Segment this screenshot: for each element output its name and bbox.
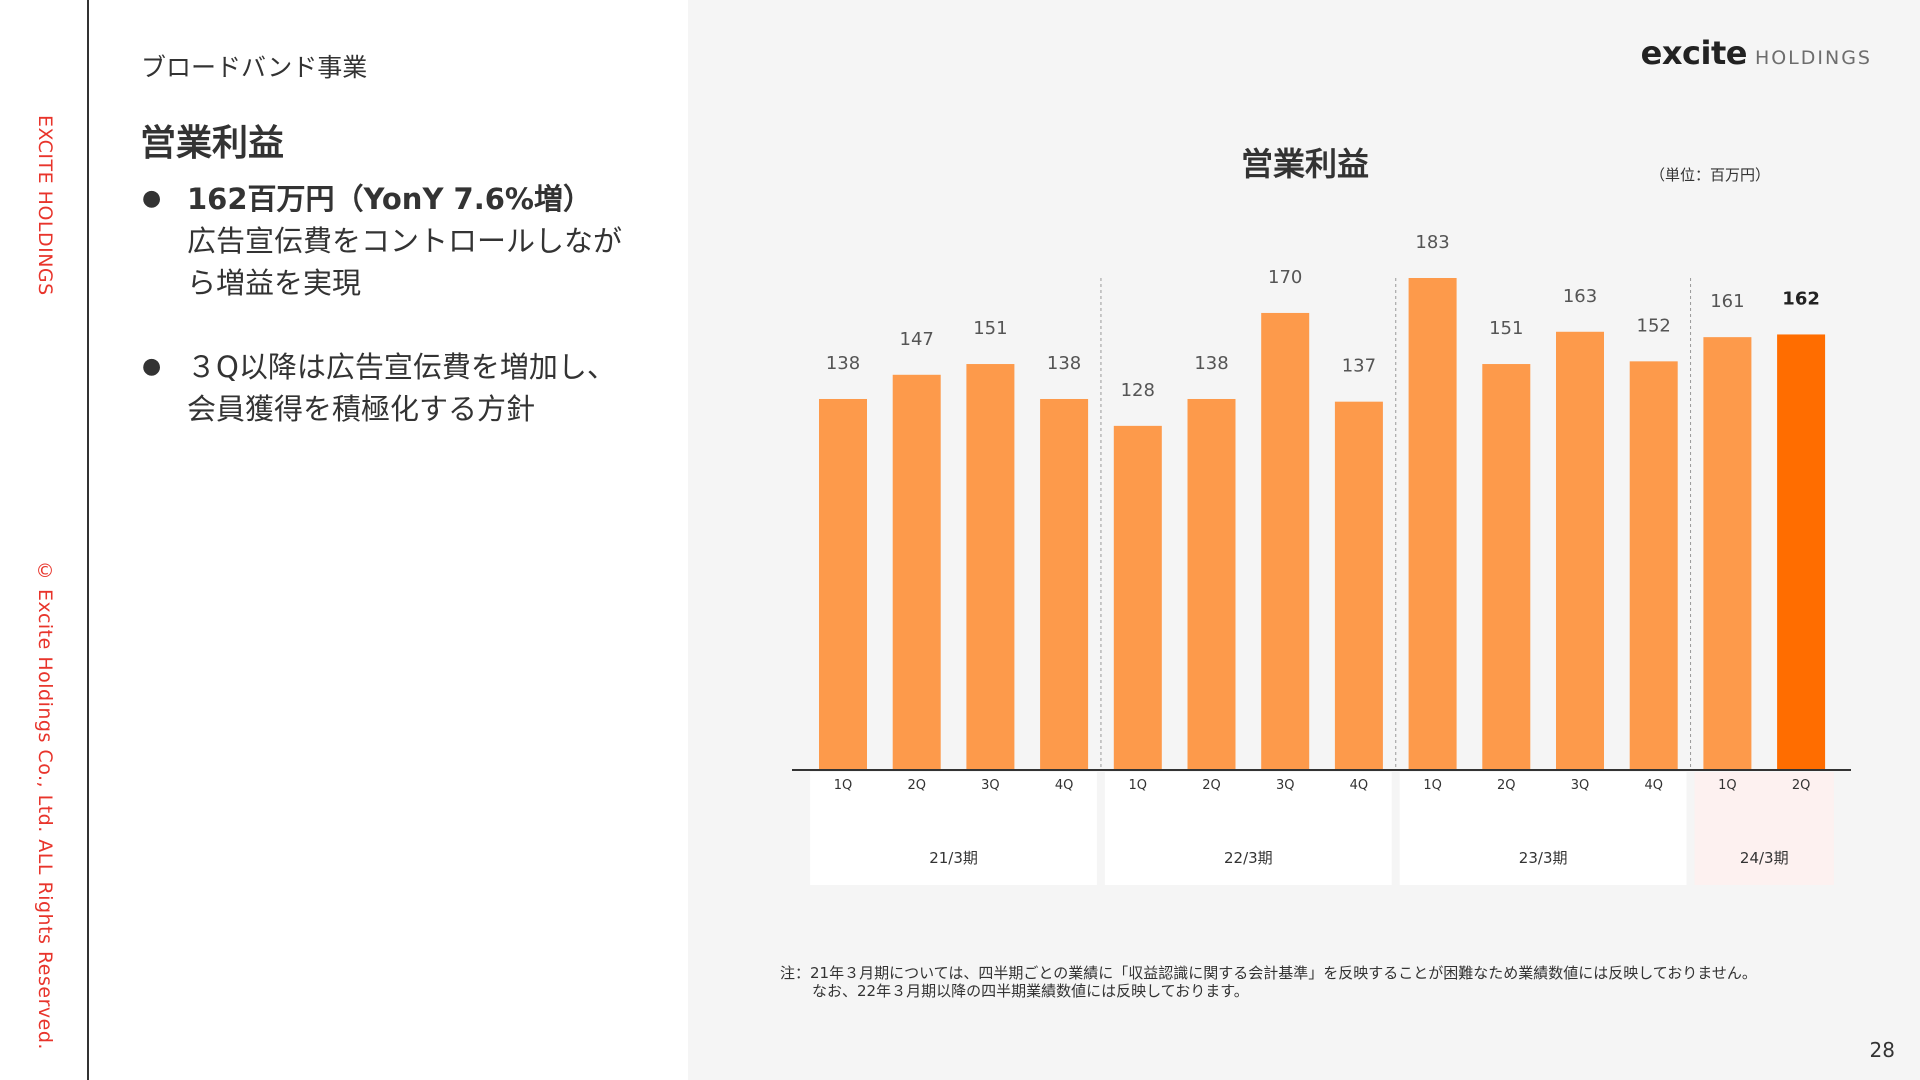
bar — [1703, 337, 1752, 770]
bar — [819, 398, 867, 770]
category-tick-label: 2Q — [907, 778, 926, 793]
bullet-list: ● 162百万円（YonY 7.6%増） 広告宣伝費をコントロールしなが ら増益… — [142, 178, 682, 430]
bullet-line: 広告宣伝費をコントロールしなが — [187, 224, 623, 258]
category-tick-label: 1Q — [1129, 778, 1148, 793]
bar — [1408, 278, 1457, 770]
bullet-line: ら増益を実現 — [187, 266, 362, 300]
period-label: 21/3期 — [929, 849, 978, 867]
bullet-headline: 162百万円（YonY 7.6%増） — [187, 182, 592, 216]
category-tick-label: 4Q — [1350, 778, 1369, 793]
bar — [1040, 398, 1089, 770]
logo-suffix: HOLDINGS — [1754, 47, 1872, 69]
period-background — [1104, 772, 1392, 885]
category-tick-label: 3Q — [1571, 778, 1590, 793]
footnote-line: なお、22年３月期以降の四半期業績数値には反映しております。 — [812, 982, 1249, 1000]
page-heading: 営業利益 — [140, 123, 285, 164]
sidebar: EXCITE HOLDINGS © Excite Holdings Co., L… — [0, 0, 89, 1080]
bar — [966, 364, 1015, 770]
category-tick-label: 2Q — [1792, 778, 1811, 793]
footnote-line: 注：21年３月期については、四半期ごとの業績に「収益認識に関する会計基準」を反映… — [780, 964, 1757, 982]
period-label: 23/3期 — [1519, 849, 1568, 867]
bar-value-label: 183 — [1415, 232, 1449, 253]
sidebar-copyright: © Excite Holdings Co., Ltd. ALL Rights R… — [34, 560, 56, 1050]
category-tick-label: 1Q — [1423, 778, 1442, 793]
bar-value-label: 152 — [1637, 315, 1671, 336]
bar — [1334, 401, 1383, 770]
bar — [1482, 364, 1531, 770]
bar-value-label: 151 — [973, 318, 1007, 339]
bar-value-label: 147 — [900, 329, 934, 350]
category-tick-label: 2Q — [1202, 778, 1221, 793]
sidebar-company-name: EXCITE HOLDINGS — [34, 115, 56, 296]
bar-value-label: 162 — [1782, 288, 1820, 309]
page-number: 28 — [1869, 1038, 1895, 1062]
bar — [1113, 425, 1162, 770]
category-tick-label: 4Q — [1055, 778, 1074, 793]
period-label: 22/3期 — [1224, 849, 1273, 867]
period-background — [1694, 772, 1834, 885]
bullet-line: ３Q以降は広告宣伝費を増加し、 — [187, 350, 616, 384]
bar-value-label: 163 — [1563, 286, 1597, 307]
category-tick-label: 4Q — [1644, 778, 1663, 793]
category-tick-label: 1Q — [1718, 778, 1737, 793]
bullet-line: 会員獲得を積極化する方針 — [187, 392, 536, 426]
bar-value-label: 161 — [1710, 291, 1744, 312]
section-label: ブロードバンド事業 — [141, 53, 368, 82]
bar-chart: 営業利益 （単位：百万円） 21/3期 22/3期 23/3期 24/3期 138 1Q 147… — [780, 145, 1851, 1000]
period-background — [810, 772, 1097, 885]
bar-value-label: 138 — [1194, 353, 1228, 374]
bullet-dot-icon: ● — [142, 354, 162, 379]
bar — [1777, 334, 1826, 770]
bar-value-label: 137 — [1342, 356, 1376, 377]
bullet-dot-icon: ● — [142, 186, 162, 211]
bar — [1556, 331, 1604, 770]
category-tick-label: 3Q — [1276, 778, 1295, 793]
bar-value-label: 151 — [1489, 318, 1523, 339]
company-logo: excite HOLDINGS — [1641, 34, 1872, 74]
bar-value-label: 170 — [1268, 267, 1302, 288]
text-panel: ブロードバンド事業 営業利益 ● 162百万円（YonY 7.6%増） 広告宣伝… — [89, 0, 688, 1080]
bullet-item: ● 162百万円（YonY 7.6%増） 広告宣伝費をコントロールしなが ら増益… — [142, 178, 682, 304]
category-tick-label: 2Q — [1497, 778, 1516, 793]
chart-title: 営業利益 — [1241, 145, 1369, 183]
bullet-item: ● ３Q以降は広告宣伝費を増加し、 会員獲得を積極化する方針 — [142, 346, 682, 430]
bar-value-label: 128 — [1121, 380, 1155, 401]
bar-value-label: 138 — [826, 353, 860, 374]
bar — [892, 374, 941, 770]
bar-value-label: 138 — [1047, 353, 1081, 374]
bar — [1261, 312, 1310, 770]
period-background — [1399, 772, 1687, 885]
chart-panel: excite HOLDINGS 営業利益 （単位：百万円） 21/3期 22/3期 23/… — [688, 0, 1920, 1080]
logo-brand: excite — [1640, 34, 1748, 72]
unit-label: （単位：百万円） — [1650, 166, 1770, 184]
bar — [1187, 398, 1236, 770]
category-tick-label: 1Q — [834, 778, 853, 793]
period-label: 24/3期 — [1740, 849, 1789, 867]
bar — [1629, 361, 1678, 770]
category-tick-label: 3Q — [981, 778, 1000, 793]
